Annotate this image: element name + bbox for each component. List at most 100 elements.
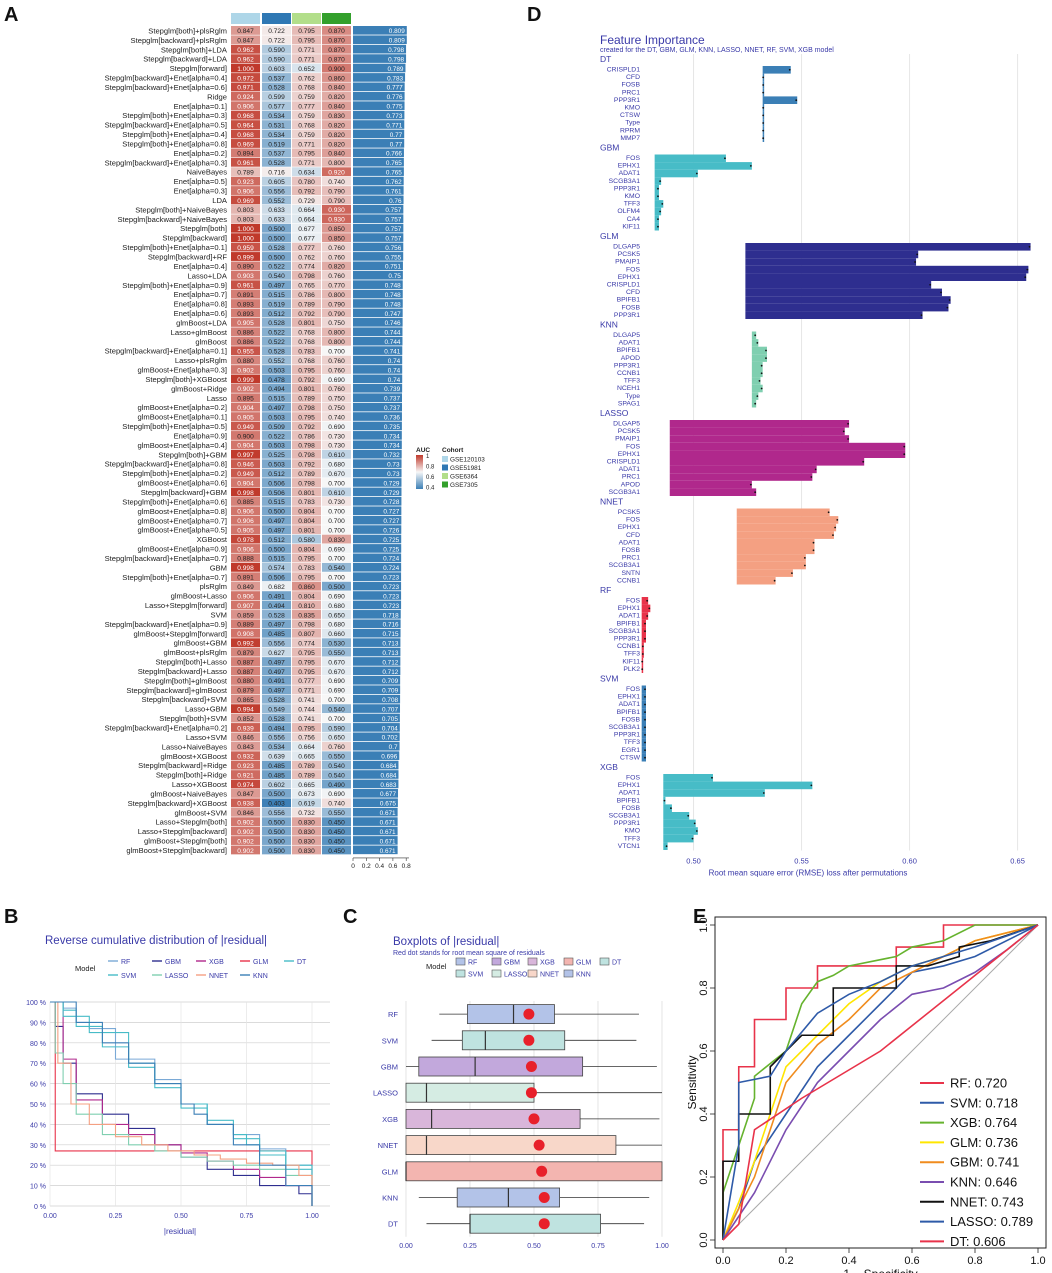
feature-importance-point bbox=[657, 195, 659, 198]
heatmap-cell bbox=[322, 167, 351, 177]
heatmap-cell bbox=[292, 63, 321, 73]
feature-importance-subtitle: created for the DT, GBM, GLM, KNN, LASSO… bbox=[600, 47, 834, 54]
heatmap-cell bbox=[262, 73, 291, 82]
heatmap-cell-value: 0.783 bbox=[298, 349, 315, 356]
mean-auc-value: 0.809 bbox=[389, 38, 405, 45]
mean-auc-value: 0.77 bbox=[390, 132, 403, 139]
heatmap-cell bbox=[292, 327, 321, 337]
heatmap-cell-value: 0.760 bbox=[328, 254, 345, 261]
heatmap-row-label: plsRglm bbox=[200, 582, 227, 591]
feature-importance-point bbox=[916, 253, 919, 256]
heatmap-cell-value: 0.923 bbox=[237, 179, 254, 186]
boxplot-legend-label: RF bbox=[468, 960, 477, 967]
feature-label: KMO bbox=[625, 828, 640, 835]
heatmap-cell-value: 0.768 bbox=[298, 339, 315, 346]
heatmap-cell-value: 0.906 bbox=[237, 518, 254, 525]
auc-gradient-bar bbox=[416, 455, 423, 489]
boxplot-x-tick: 0.75 bbox=[591, 1243, 605, 1250]
heatmap-cell-value: 0.491 bbox=[268, 678, 285, 685]
mean-auc-value: 0.765 bbox=[386, 160, 402, 167]
heatmap-cell bbox=[262, 657, 291, 666]
heatmap-cell-value: 0.756 bbox=[298, 735, 315, 742]
heatmap-cell bbox=[292, 252, 321, 261]
heatmap-cell-value: 0.801 bbox=[298, 490, 315, 497]
heatmap-cell bbox=[262, 139, 291, 148]
feature-importance-point bbox=[695, 830, 698, 832]
feature-label: EGR1 bbox=[621, 747, 640, 754]
feature-label: PRC1 bbox=[622, 89, 640, 96]
heatmap-cell bbox=[231, 591, 260, 601]
heatmap-row-label: glmBoost bbox=[195, 337, 228, 346]
heatmap-cell bbox=[322, 270, 351, 280]
feature-label: PPP3R1 bbox=[614, 362, 640, 369]
heatmap-cell bbox=[231, 704, 260, 714]
heatmap-row-label: Stepglm[both]+Enet[alpha=0.1] bbox=[122, 243, 227, 252]
heatmap-cell-value: 0.860 bbox=[298, 584, 315, 591]
mean-auc-bar bbox=[353, 817, 398, 826]
feature-label: FOS bbox=[626, 686, 640, 693]
feature-label: EPHX1 bbox=[618, 605, 641, 612]
heatmap-cell-value: 0.602 bbox=[268, 782, 285, 789]
feature-importance-bar bbox=[745, 288, 942, 297]
heatmap-row-label: glmBoost+Lasso bbox=[171, 592, 227, 601]
heatmap-cell-value: 0.741 bbox=[298, 697, 315, 704]
heatmap-cell bbox=[262, 63, 291, 73]
feature-importance-bar bbox=[669, 465, 817, 474]
heatmap-cell bbox=[322, 657, 351, 666]
heatmap-cell-value: 0.528 bbox=[268, 716, 285, 723]
heatmap-row-label: Stepglm[backward]+RF bbox=[148, 253, 227, 262]
mean-auc-bar bbox=[353, 619, 401, 629]
heatmap-cell bbox=[292, 525, 321, 535]
heatmap-cell bbox=[292, 751, 321, 761]
mean-auc-value: 0.712 bbox=[382, 669, 398, 676]
mean-auc-bar bbox=[353, 572, 402, 581]
heatmap-cell-value: 0.519 bbox=[268, 141, 285, 148]
heatmap-cell-value: 0.665 bbox=[298, 754, 315, 761]
heatmap-cell-value: 0.490 bbox=[328, 782, 345, 789]
heatmap-cell-value: 0.485 bbox=[268, 631, 285, 638]
heatmap-cell-value: 0.906 bbox=[237, 593, 254, 600]
heatmap-cell bbox=[262, 760, 291, 770]
heatmap-row-label: glmBoost+XGBoost bbox=[161, 752, 228, 761]
feature-importance-point bbox=[1024, 276, 1027, 279]
roc-x-tick: 0.6 bbox=[904, 1255, 919, 1267]
heatmap-cell bbox=[262, 610, 291, 619]
heatmap-cell-value: 0.893 bbox=[237, 311, 254, 318]
mean-auc-value: 0.735 bbox=[384, 424, 400, 431]
mean-auc-bar bbox=[353, 544, 402, 553]
feature-importance-bar bbox=[641, 693, 646, 701]
heatmap-cell-value: 0.650 bbox=[328, 735, 345, 742]
feature-importance-bar bbox=[745, 258, 917, 266]
heatmap-cell bbox=[262, 355, 291, 365]
mean-auc-value: 0.757 bbox=[385, 207, 401, 214]
residual-dist-x-tick: 0.00 bbox=[43, 1213, 57, 1220]
heatmap-cell-value: 0.938 bbox=[237, 801, 254, 808]
heatmap-cell-value: 0.515 bbox=[268, 556, 285, 563]
heatmap-row-label: Stepglm[backward]+Enet[alpha=0.6] bbox=[105, 83, 227, 92]
heatmap-row-label: glmBoost+Enet[alpha=0.8] bbox=[137, 507, 227, 516]
heatmap-cell-value: 0.792 bbox=[298, 377, 315, 384]
heatmap-cell bbox=[262, 694, 291, 704]
heatmap-row-label: glmBoost+Enet[alpha=0.6] bbox=[137, 479, 227, 488]
feature-label: CRISPLD1 bbox=[607, 459, 640, 466]
residual-dist-line-KNN bbox=[50, 1001, 313, 1206]
heatmap-cell-value: 0.930 bbox=[328, 217, 345, 224]
boxplot-row-label: SVM bbox=[382, 1036, 398, 1045]
heatmap-cell-value: 0.633 bbox=[268, 217, 285, 224]
heatmap-cell bbox=[262, 365, 291, 374]
heatmap-cell bbox=[262, 619, 291, 629]
heatmap-cell bbox=[292, 270, 321, 280]
heatmap-cell bbox=[262, 591, 291, 601]
residual-dist-legend-label: RF bbox=[121, 959, 130, 966]
feature-importance-bar bbox=[669, 435, 850, 443]
heatmap-cell bbox=[292, 346, 321, 356]
heatmap-cell-value: 0.820 bbox=[328, 94, 345, 101]
heatmap-cell-value: 0.889 bbox=[237, 622, 254, 629]
heatmap-cell bbox=[322, 327, 351, 337]
feature-label: EPHX1 bbox=[618, 163, 641, 170]
feature-label: KIF11 bbox=[622, 223, 640, 230]
heatmap-cell-value: 0.962 bbox=[237, 47, 254, 54]
feature-importance-bar bbox=[663, 804, 672, 812]
heatmap-row-label: Stepglm[backward] bbox=[162, 234, 227, 243]
mean-auc-value: 0.671 bbox=[380, 810, 396, 817]
